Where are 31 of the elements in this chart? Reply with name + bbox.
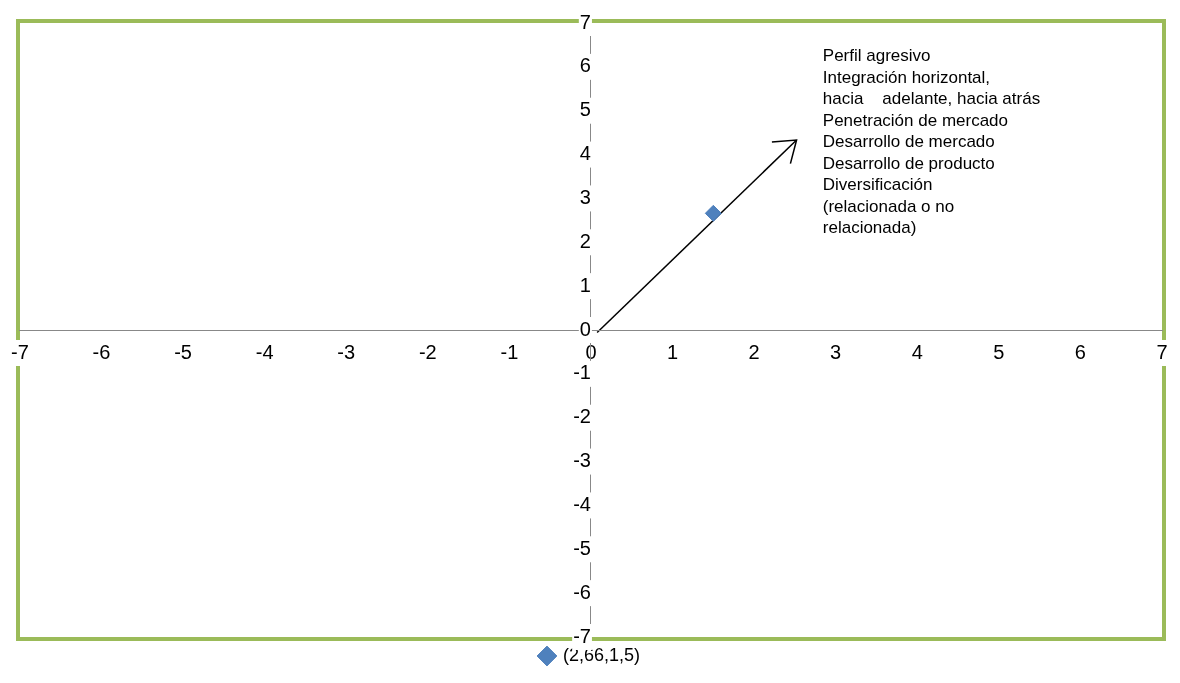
x-tick-label: -4 [255, 340, 274, 363]
x-tick-label: -7 [10, 340, 29, 363]
y-tick-label: -1 [573, 361, 591, 384]
y-tick-label: -2 [573, 405, 591, 428]
y-tick-label: 0 [579, 317, 591, 340]
y-tick-label: -3 [573, 449, 591, 472]
x-tick-label: 4 [911, 340, 923, 363]
y-tick-label: -7 [573, 624, 591, 647]
legend-label: (2,66,1,5) [562, 644, 641, 665]
x-tick-label: 7 [1156, 340, 1168, 363]
y-tick-label: 4 [579, 142, 591, 165]
x-tick-label: -6 [92, 340, 111, 363]
y-tick-label: 3 [579, 185, 591, 208]
x-tick-label: 6 [1074, 340, 1086, 363]
x-tick-label: -5 [174, 340, 192, 363]
x-tick-label: -3 [337, 340, 356, 363]
x-tick-label: 2 [748, 340, 760, 363]
x-tick-label: 1 [666, 340, 679, 363]
y-tick-label: -5 [573, 536, 591, 559]
y-tick-label: 7 [579, 10, 591, 33]
y-tick-label: 6 [579, 54, 591, 77]
x-tick-label: 5 [993, 340, 1005, 363]
x-tick-label: -1 [500, 340, 519, 363]
x-tick-label: -2 [418, 340, 437, 363]
x-tick-label: 3 [830, 340, 842, 363]
y-tick-label: 1 [579, 273, 591, 296]
y-tick-label: 5 [579, 98, 591, 121]
y-tick-label: 2 [579, 229, 591, 252]
y-tick-label: -4 [573, 492, 591, 515]
y-tick-label: -6 [573, 580, 591, 603]
text: Perfil agresivo Integración horizontal, hacia adelante, hacia atrás Penetración de mercado Desarrollo de mercado Desarrollo de producto Diversificación (relacionada o no relacionada) [822, 46, 1041, 238]
